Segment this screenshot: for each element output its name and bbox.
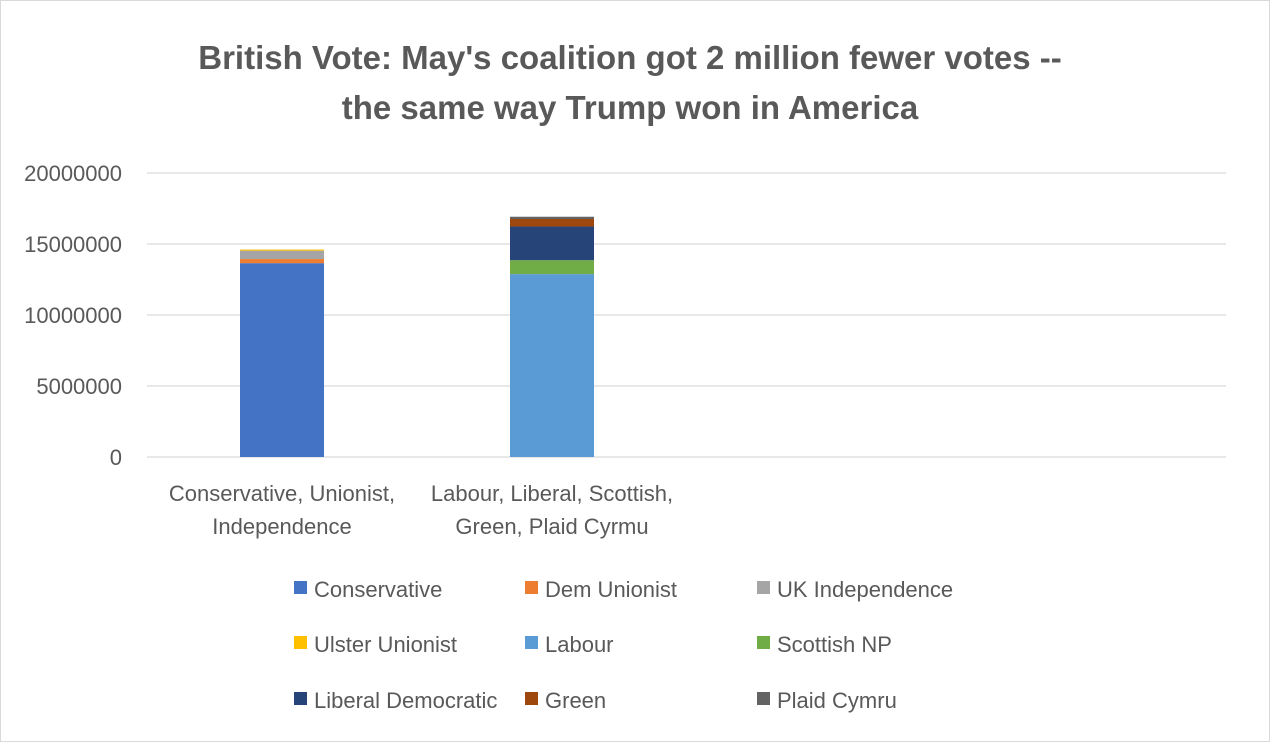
legend-swatch <box>294 692 307 705</box>
legend-label: Scottish NP <box>777 632 892 657</box>
legend-swatch <box>525 692 538 705</box>
bar-segment <box>510 219 594 227</box>
bar-segment <box>240 263 324 457</box>
chart-title-line-2: the same way Trump won in America <box>342 89 919 126</box>
legend: Conservative Dem Unionist UK Independence U… <box>294 577 953 713</box>
y-tick-label: 10000000 <box>24 303 122 328</box>
legend-label: Ulster Unionist <box>314 632 457 657</box>
y-axis-ticks: 0 5000000 10000000 15000000 20000000 <box>24 161 122 470</box>
legend-swatch <box>757 692 770 705</box>
legend-label: Dem Unionist <box>545 577 677 602</box>
legend-label: Conservative <box>314 577 442 602</box>
legend-swatch <box>757 581 770 594</box>
category-label: Labour, Liberal, Scottish, <box>431 481 673 506</box>
legend-swatch <box>294 581 307 594</box>
bar-segment <box>240 249 324 251</box>
category-label: Green, Plaid Cyrmu <box>455 514 648 539</box>
bar-segment <box>510 226 594 261</box>
category-label: Independence <box>212 514 351 539</box>
bar-segment <box>240 250 324 260</box>
legend-swatch <box>525 581 538 594</box>
y-tick-label: 5000000 <box>36 374 122 399</box>
legend-label: Green <box>545 688 606 713</box>
chart-title-line-1: British Vote: May's coalition got 2 mill… <box>198 39 1062 76</box>
bar-segment <box>510 260 594 275</box>
legend-swatch <box>757 636 770 649</box>
y-tick-label: 0 <box>110 445 122 470</box>
bar-segment <box>240 259 324 264</box>
legend-label: Plaid Cymru <box>777 688 897 713</box>
bar-segment <box>510 216 594 220</box>
gridlines <box>147 172 1226 458</box>
y-tick-label: 15000000 <box>24 232 122 257</box>
legend-label: Liberal Democratic <box>314 688 497 713</box>
y-tick-label: 20000000 <box>24 161 122 186</box>
legend-swatch <box>294 636 307 649</box>
bars <box>240 216 594 457</box>
legend-label: Labour <box>545 632 614 657</box>
category-label: Conservative, Unionist, <box>169 481 395 506</box>
bar-segment <box>510 274 594 457</box>
category-labels: Conservative, Unionist, Independence Labou… <box>169 481 673 539</box>
legend-label: UK Independence <box>777 577 953 602</box>
legend-swatch <box>525 636 538 649</box>
